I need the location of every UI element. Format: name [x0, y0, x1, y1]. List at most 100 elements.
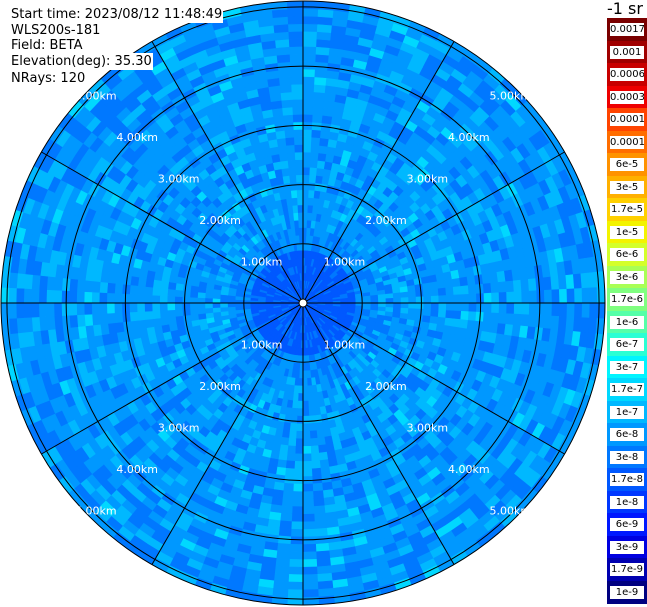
ppi-cell: [392, 292, 402, 299]
ppi-cell: [280, 505, 293, 515]
ppi-cell: [286, 144, 296, 154]
ppi-cell: [23, 288, 32, 304]
ppi-cell: [46, 315, 56, 331]
range-ring-label: 3.00km: [158, 173, 200, 186]
ppi-cell: [295, 166, 304, 176]
ppi-cell: [288, 559, 304, 568]
ppi-cell: [543, 302, 553, 317]
legend-label: 6e-6: [610, 248, 644, 261]
ppi-cell: [319, 137, 330, 147]
ppi-cell: [182, 308, 191, 316]
ppi-cell: [181, 302, 191, 310]
legend-label: 1.7e-5: [610, 203, 644, 216]
ppi-cell: [166, 295, 176, 304]
ppi-cell: [280, 159, 290, 170]
ppi-cell: [295, 438, 304, 447]
ppi-cell: [309, 159, 319, 169]
ppi-cell: [491, 292, 500, 304]
ppi-cell: [307, 385, 313, 394]
ppi-cell: [289, 422, 297, 432]
ppi-cell: [393, 302, 402, 309]
ppi-cell: [290, 415, 298, 424]
ppi-cell: [282, 106, 294, 116]
ppi-cell: [315, 421, 324, 431]
ppi-cell: [113, 292, 123, 304]
ppi-cell: [91, 313, 101, 326]
ppi-cell: [114, 312, 124, 324]
ppi-cell: [581, 287, 591, 304]
ppi-cell: [91, 280, 101, 293]
ppi-cell: [175, 315, 185, 324]
range-ring-label: 3.00km: [407, 421, 449, 434]
ray-count: NRays: 120: [10, 70, 87, 87]
ppi-cell: [287, 15, 304, 25]
ppi-cell: [284, 190, 293, 199]
ppi-cell: [302, 45, 317, 55]
ppi-cell: [445, 294, 455, 304]
legend-label: 0.00017: [610, 113, 644, 126]
ppi-cell: [151, 302, 161, 312]
ppi-cell: [292, 498, 304, 508]
ppi-cell: [292, 106, 304, 115]
ppi-cell: [68, 314, 79, 328]
ppi-cell: [320, 129, 331, 140]
ppi-cell: [302, 559, 318, 568]
ppi-cell: [61, 277, 71, 292]
ppi-cell: [227, 306, 236, 312]
ppi-cell: [61, 290, 70, 304]
ppi-cell: [288, 566, 304, 576]
ppi-cell: [282, 490, 294, 500]
ppi-cell: [152, 279, 162, 289]
ppi-cell: [314, 61, 329, 71]
ppi-cell: [302, 219, 308, 228]
ppi-cell: [535, 314, 545, 329]
range-ring-label: 5.00km: [75, 90, 117, 103]
ppi-cell: [302, 521, 316, 530]
ppi-cell: [378, 298, 387, 304]
ppi-cell: [144, 294, 153, 304]
legend-label: 1e-5: [610, 225, 644, 239]
ppi-cell: [296, 415, 304, 425]
ppi-cell: [288, 430, 297, 440]
ppi-cell: [294, 453, 304, 462]
ppi-cell: [83, 291, 93, 304]
ppi-cell: [298, 227, 304, 236]
ppi-cell: [159, 316, 170, 326]
ppi-cell: [444, 279, 454, 289]
ppi-cell: [159, 295, 168, 304]
ppi-cell: [276, 542, 291, 553]
ppi-cell: [310, 136, 321, 146]
ppi-cell: [297, 196, 304, 206]
ppi-cell: [279, 512, 293, 522]
legend-label: 3e-8: [610, 450, 644, 464]
ppi-cell: [291, 513, 304, 523]
ppi-cell: [315, 550, 331, 560]
ppi-cell: [15, 302, 25, 319]
ppi-cell: [45, 302, 55, 317]
ppi-cell: [295, 423, 304, 432]
ppi-cell: [302, 61, 316, 70]
ppi-cell: [296, 181, 304, 191]
ppi-cell: [286, 596, 304, 606]
ppi-cell: [302, 68, 316, 78]
ppi-cell: [566, 288, 576, 304]
ppi-cell: [275, 550, 291, 560]
ppi-cell: [408, 302, 417, 310]
ppi-cell: [297, 204, 304, 213]
ppi-cell: [227, 302, 236, 308]
ppi-cell: [129, 275, 140, 286]
ppi-cell: [275, 129, 286, 140]
ppi-cell: [311, 129, 322, 139]
ppi-cell: [302, 174, 311, 183]
ppi-cell: [313, 505, 326, 515]
ppi-cell: [314, 535, 329, 545]
ppi-cell: [137, 319, 147, 330]
ppi-cell: [159, 302, 168, 311]
ppi-cell: [151, 310, 161, 320]
ppi-cell: [302, 212, 309, 221]
ppi-cell: [498, 292, 508, 304]
ppi-cell: [312, 490, 324, 500]
ppi-cell: [166, 302, 176, 311]
ppi-cell: [129, 302, 138, 313]
ppi-cell: [285, 460, 296, 470]
